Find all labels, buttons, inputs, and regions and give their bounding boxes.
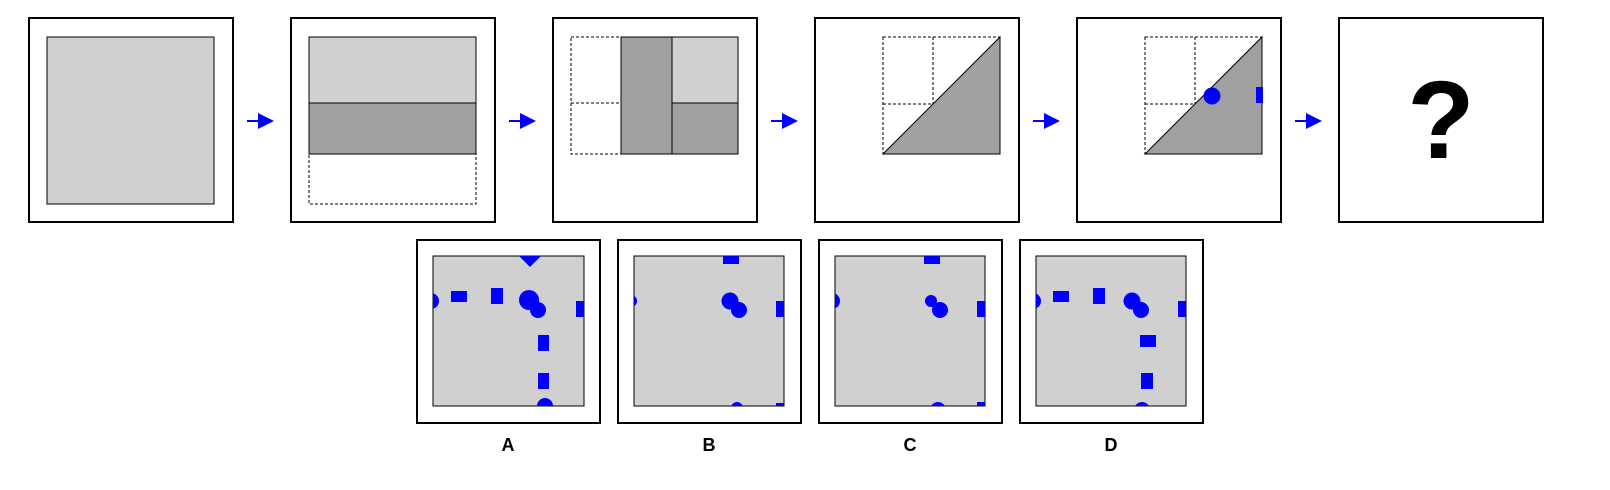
- hole-square: [1141, 373, 1153, 389]
- option-label: B: [703, 435, 716, 455]
- hole-square: [776, 403, 784, 406]
- hole-circle: [731, 302, 747, 318]
- hole-triangle: [519, 256, 541, 267]
- question-mark: ?: [1407, 59, 1474, 182]
- option-c[interactable]: C: [818, 239, 1003, 455]
- option-holes: [835, 256, 985, 406]
- hole-circle: [925, 295, 937, 307]
- hole-square: [723, 256, 739, 264]
- folded-triangle: [881, 35, 1001, 155]
- option-label: A: [502, 435, 515, 455]
- fold-ghost: [308, 153, 477, 205]
- hole-circle: [932, 302, 948, 318]
- option-paper: [1035, 255, 1187, 407]
- option-holes: [433, 256, 584, 406]
- option-label: C: [904, 435, 917, 455]
- hole-circle: [530, 302, 546, 318]
- option-d[interactable]: D: [1019, 239, 1204, 455]
- hole-square: [451, 291, 467, 302]
- option-a[interactable]: A: [416, 239, 601, 455]
- option-label: D: [1105, 435, 1118, 455]
- option-paper: [834, 255, 986, 407]
- panel-frame: [1338, 17, 1544, 223]
- step-3-panel: [552, 17, 758, 223]
- hole-square: [538, 373, 549, 389]
- hole-square: [924, 256, 940, 264]
- hole-square: [1140, 335, 1156, 347]
- hole-square: [1178, 301, 1186, 317]
- hole-square: [1053, 291, 1069, 302]
- hole-square: [977, 301, 985, 317]
- folded-bottom-right: [671, 102, 739, 155]
- option-holes: [634, 256, 784, 406]
- paper-top: [308, 36, 477, 104]
- hole-square: [538, 335, 549, 351]
- option-b[interactable]: B: [617, 239, 802, 455]
- step-2-panel: [290, 17, 496, 223]
- hole-circle: [835, 293, 840, 309]
- hole-square: [576, 301, 584, 317]
- paper-top-right: [671, 36, 739, 104]
- folded-strip: [308, 102, 477, 155]
- hole-circle: [1036, 293, 1041, 309]
- hole-circle: [731, 402, 743, 406]
- hole-square: [1256, 87, 1263, 103]
- option-holes: [1036, 288, 1186, 406]
- hole-square: [776, 301, 784, 317]
- hole-circle: [1133, 302, 1149, 318]
- step-1-panel: [28, 17, 234, 223]
- step-4-panel: [814, 17, 1020, 223]
- hole-circle: [1203, 87, 1221, 105]
- hole-square: [977, 402, 985, 406]
- hole-circle: [1135, 402, 1149, 406]
- option-paper: [633, 255, 785, 407]
- hole-square: [491, 288, 503, 304]
- step-5-panel: [1076, 17, 1282, 223]
- hole-circle: [931, 402, 945, 406]
- step-6-panel: ?: [1338, 17, 1544, 223]
- fold-ghost: [570, 36, 622, 155]
- folded-left-strip: [620, 36, 673, 155]
- option-paper: [432, 255, 585, 407]
- paper-square: [46, 36, 215, 205]
- hole-circle: [433, 293, 439, 309]
- hole-square: [1093, 288, 1105, 304]
- hole-circle: [634, 295, 637, 307]
- hole-circle: [537, 398, 553, 406]
